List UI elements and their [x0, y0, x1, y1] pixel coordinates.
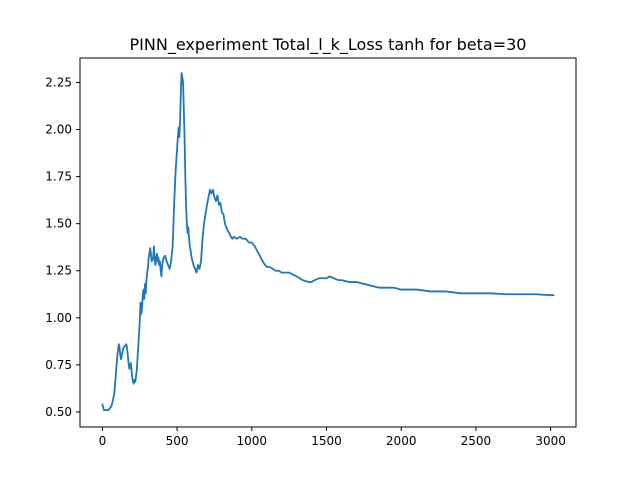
x-tick-label: 2500: [461, 434, 492, 448]
x-tick-label: 500: [166, 434, 189, 448]
y-tick-label: 1.25: [45, 264, 72, 278]
axes-frame: [79, 57, 577, 428]
y-tick-label: 1.00: [45, 311, 72, 325]
y-tick-label: 1.75: [45, 170, 72, 184]
y-tick-label: 2.25: [45, 75, 72, 89]
y-tick-label: 0.50: [45, 405, 72, 419]
y-tick-label: 1.50: [45, 217, 72, 231]
plot-area: 0 500 1000 1500 2000 2500 3000 0.50 0.75 1.00 1.25…: [45, 57, 577, 448]
y-tick-label: 0.75: [45, 358, 72, 372]
x-tick-label: 1000: [237, 434, 268, 448]
x-tick-label: 1500: [311, 434, 342, 448]
y-tick-label: 2.00: [45, 123, 72, 137]
x-tick-label: 3000: [535, 434, 566, 448]
x-tick-label: 0: [99, 434, 107, 448]
x-tick-label: 2000: [386, 434, 417, 448]
series-line-0: [101, 72, 555, 411]
chart-title: PINN_experiment Total_l_k_Loss tanh for …: [130, 35, 527, 55]
